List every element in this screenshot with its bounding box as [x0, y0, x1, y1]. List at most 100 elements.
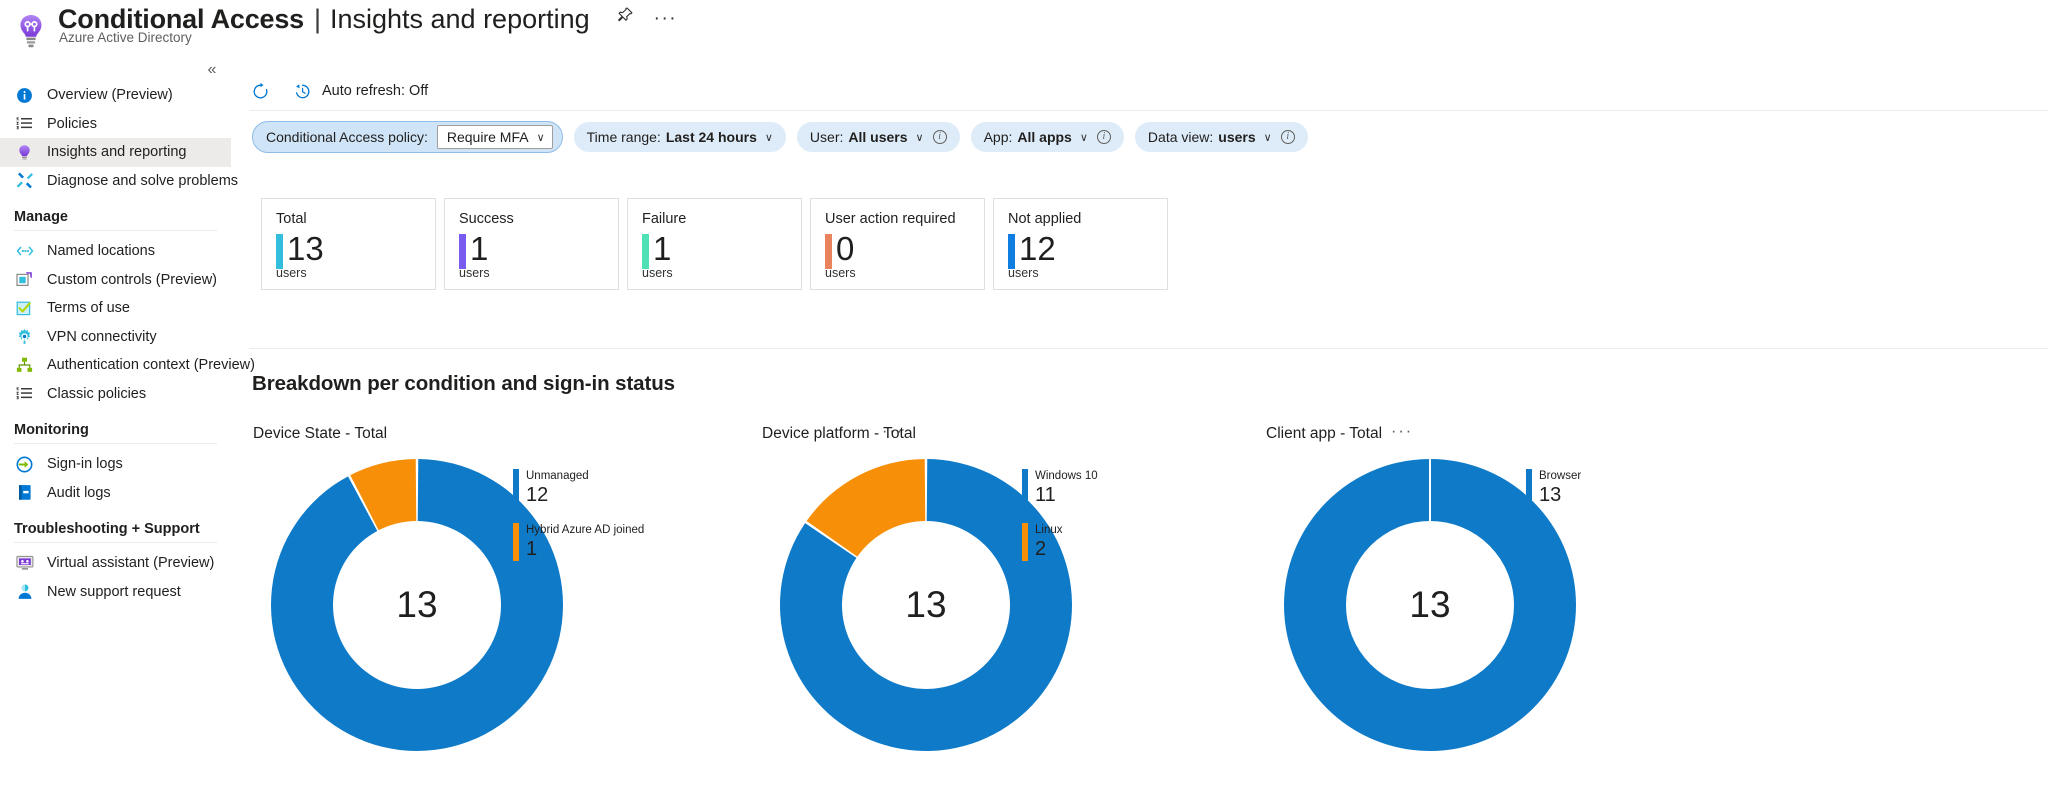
info-icon[interactable]: i	[1280, 130, 1295, 144]
filter-pill-data-view[interactable]: Data view: users ∨ i	[1134, 122, 1308, 152]
legend-item[interactable]: Windows 10 11	[1022, 469, 1282, 507]
donut-slice	[350, 459, 417, 531]
sidebar-item-label: Overview (Preview)	[47, 87, 173, 104]
chart-panel-client-app-total: Client app - Total 13 Browser 13	[1262, 425, 1682, 793]
chevron-down-icon[interactable]: ∨	[1079, 131, 1088, 144]
refresh-button[interactable]	[249, 80, 271, 102]
sidebar-item-label: Audit logs	[47, 484, 111, 501]
sidebar-item-classic-policies[interactable]: Classic policies	[0, 380, 231, 409]
kpi-value: 12	[1019, 230, 1056, 267]
filter-value: All users	[848, 129, 908, 145]
kpi-card-not-applied[interactable]: Not applied 12 users	[993, 198, 1168, 290]
legend-item[interactable]: Unmanaged 12	[513, 469, 773, 507]
sidebar-item-audit-logs[interactable]: Audit logs	[0, 479, 231, 508]
sidebar-item-label: VPN connectivity	[47, 328, 157, 345]
chart-more-icon[interactable]: ···	[881, 421, 904, 440]
legend-item[interactable]: Linux 2	[1022, 523, 1282, 561]
kpi-card-failure[interactable]: Failure 1 users	[627, 198, 802, 290]
kpi-card-total[interactable]: Total 13 users	[261, 198, 436, 290]
kpi-value-row: 12	[1008, 231, 1167, 269]
sidebar-group-troubleshooting-support: Troubleshooting + Support	[14, 521, 200, 537]
filter-pill-time-range[interactable]: Time range: Last 24 hours ∨	[573, 122, 786, 152]
legend-value: 13	[1539, 484, 1562, 506]
kpi-unit: users	[1008, 266, 1039, 280]
sidebar-item-insights-and-reporting[interactable]: Insights and reporting	[0, 138, 231, 167]
kpi-value: 1	[653, 230, 672, 267]
conditional-access-lightbulb-icon	[14, 12, 48, 50]
chevron-down-icon: ∨	[536, 131, 545, 144]
kpi-title: Success	[459, 211, 514, 227]
pin-icon[interactable]	[616, 2, 634, 36]
filter-value: Last 24 hours	[665, 129, 757, 145]
filter-pill-conditional-access-policy[interactable]: Conditional Access policy: Require MFA ∨	[252, 121, 563, 153]
donut-slice	[780, 459, 1072, 751]
sidebar-item-authentication-context-preview[interactable]: Authentication context (Preview)	[0, 351, 255, 380]
donut-slice	[1284, 459, 1576, 751]
kpi-value-row: 0	[825, 231, 984, 269]
info-icon[interactable]: i	[932, 130, 947, 144]
chevron-down-icon[interactable]: ∨	[915, 131, 924, 144]
sign-in-arrow-icon	[14, 455, 35, 473]
sidebar-item-label: Custom controls (Preview)	[47, 271, 218, 288]
sidebar-item-terms-of-use[interactable]: Terms of use	[0, 294, 231, 323]
legend-text: Hybrid Azure AD joined 1	[526, 523, 644, 561]
legend-swatch	[1022, 469, 1028, 507]
legend-category: Hybrid Azure AD joined	[526, 524, 645, 536]
sidebar-group-divider	[14, 443, 217, 444]
kpi-card-user-action-required[interactable]: User action required 0 users	[810, 198, 985, 290]
chart-legend: Browser 13	[1526, 469, 1682, 523]
sidebar-item-label: Named locations	[47, 243, 155, 260]
filter-bar: Conditional Access policy: Require MFA ∨ Ti…	[252, 121, 1319, 153]
legend-category: Browser	[1539, 470, 1582, 482]
legend-item[interactable]: Hybrid Azure AD joined 1	[513, 523, 773, 561]
sidebar-item-virtual-assistant-preview[interactable]: Virtual assistant (Preview)	[0, 549, 231, 578]
kpi-card-row: Total 13 users Success 1 users Failure 1 users Us…	[261, 198, 1176, 290]
lightbulb-icon	[14, 143, 35, 161]
sidebar-item-policies[interactable]: Policies	[0, 110, 231, 139]
sidebar-item-custom-controls-preview[interactable]: Custom controls (Preview)	[0, 266, 231, 295]
kpi-card-success[interactable]: Success 1 users	[444, 198, 619, 290]
sidebar-item-sign-in-logs[interactable]: Sign-in logs	[0, 450, 231, 479]
legend-value: 1	[526, 538, 538, 560]
sidebar-item-label: Policies	[47, 115, 97, 132]
info-icon[interactable]: i	[1096, 130, 1111, 144]
sidebar-group-monitoring: Monitoring	[14, 422, 89, 438]
kpi-accent-bar	[825, 234, 832, 269]
command-bar: Auto refresh: Off	[249, 73, 2048, 109]
filter-value: users	[1218, 129, 1256, 145]
sidebar-item-named-locations[interactable]: Named locations	[0, 237, 231, 266]
auto-refresh-button[interactable]: Auto refresh: Off	[291, 80, 428, 102]
sidebar-item-new-support-request[interactable]: New support request	[0, 578, 231, 607]
filter-dropdown-conditional-access-policy[interactable]: Require MFA ∨	[436, 125, 553, 149]
wrench-screwdriver-icon	[14, 172, 35, 190]
window-overlap-icon	[14, 271, 35, 289]
page-title-main: Conditional Access	[58, 4, 304, 34]
breakdown-heading: Breakdown per condition and sign-in stat…	[252, 372, 675, 395]
page-title-separator: |	[313, 4, 321, 34]
chevron-down-icon[interactable]: ∨	[1263, 131, 1272, 144]
chart-title: Device State - Total	[253, 425, 388, 442]
header-more-icon[interactable]: ···	[653, 8, 678, 29]
filter-pill-user[interactable]: User: All users ∨ i	[796, 122, 960, 152]
chart-body: 13 Browser 13	[1262, 459, 1682, 789]
section-divider	[249, 348, 2048, 349]
sidebar-item-vpn-connectivity[interactable]: VPN connectivity	[0, 323, 231, 352]
kpi-title: Total	[276, 211, 307, 227]
sidebar-item-overview-preview[interactable]: Overview (Preview)	[0, 81, 231, 110]
sidebar-item-label: Diagnose and solve problems	[47, 172, 239, 189]
sidebar-item-label: Sign-in logs	[47, 456, 123, 473]
monitor-assistant-icon	[14, 554, 35, 572]
filter-pill-app[interactable]: App: All apps ∨ i	[970, 122, 1124, 152]
legend-value: 11	[1035, 484, 1056, 506]
filter-label: Time range:	[586, 129, 661, 145]
legend-text: Linux 2	[1035, 523, 1063, 561]
kpi-accent-bar	[276, 234, 283, 269]
legend-item[interactable]: Browser 13	[1526, 469, 1682, 507]
chevron-down-icon[interactable]: ∨	[764, 131, 773, 144]
legend-category: Windows 10	[1035, 470, 1098, 482]
sidebar-collapse-icon[interactable]: «	[207, 61, 217, 78]
sidebar-item-label: Classic policies	[47, 385, 147, 402]
chart-more-icon[interactable]: ···	[1390, 421, 1413, 440]
sidebar-item-diagnose-and-solve-problems[interactable]: Diagnose and solve problems	[0, 167, 238, 196]
